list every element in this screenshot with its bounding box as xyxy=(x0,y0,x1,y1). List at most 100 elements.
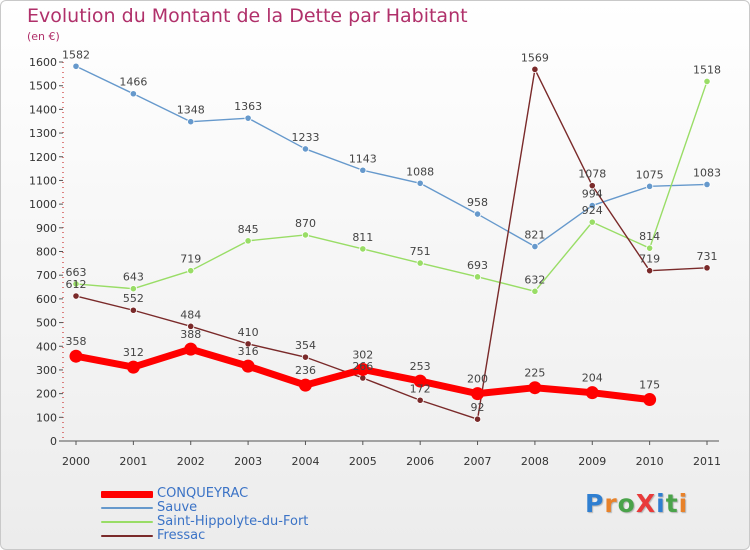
data-label: 302 xyxy=(352,348,373,361)
data-label: 388 xyxy=(180,328,201,341)
data-label: 845 xyxy=(238,223,259,236)
data-label: 253 xyxy=(410,360,431,373)
data-label: 410 xyxy=(238,326,259,339)
proxiti-logo: ProXiti xyxy=(585,489,689,518)
data-label: 1075 xyxy=(636,168,664,181)
y-tick-label: 800 xyxy=(36,246,57,259)
y-tick-label: 600 xyxy=(36,293,57,306)
data-point xyxy=(531,65,539,73)
data-point xyxy=(356,362,370,376)
data-point xyxy=(301,145,310,153)
data-point xyxy=(588,201,596,210)
data-point xyxy=(585,386,599,400)
data-label: 236 xyxy=(295,364,316,377)
x-tick-label: 2003 xyxy=(234,455,262,468)
legend-label: CONQUEYRAC xyxy=(157,486,249,501)
data-label: 731 xyxy=(697,250,718,263)
x-tick-label: 2002 xyxy=(177,455,205,468)
legend-swatch xyxy=(101,491,153,498)
y-tick-label: 1200 xyxy=(29,151,57,164)
data-point xyxy=(528,381,542,395)
data-point xyxy=(301,353,310,361)
unit-label: (en €) xyxy=(27,30,60,43)
data-label: 870 xyxy=(295,217,316,230)
y-tick-label: 200 xyxy=(36,388,57,401)
legend-item: Fressac xyxy=(101,528,361,543)
data-point xyxy=(72,280,80,288)
y-tick-label: 500 xyxy=(36,317,57,330)
data-point xyxy=(413,374,427,388)
data-point xyxy=(588,218,596,226)
y-tick-label: 1600 xyxy=(29,56,57,69)
y-tick-label: 700 xyxy=(36,269,57,282)
data-label: 1348 xyxy=(177,104,205,117)
data-point xyxy=(703,264,711,272)
x-tick-label: 2011 xyxy=(693,455,721,468)
data-point xyxy=(643,393,657,407)
data-label: 358 xyxy=(66,335,87,348)
x-tick-label: 2001 xyxy=(119,455,147,468)
data-label: 175 xyxy=(639,379,660,392)
data-point xyxy=(473,210,482,218)
data-point xyxy=(301,231,310,239)
x-tick-label: 2000 xyxy=(62,455,90,468)
data-point xyxy=(703,180,711,189)
data-label: 1143 xyxy=(349,152,377,165)
y-tick-label: 1000 xyxy=(29,198,57,211)
data-point xyxy=(187,322,195,330)
data-point xyxy=(244,114,252,122)
x-tick-label: 2005 xyxy=(349,455,377,468)
data-label: 92 xyxy=(471,401,485,414)
y-tick-label: 300 xyxy=(36,364,57,377)
data-label: 1083 xyxy=(693,166,721,179)
legend-item: Saint-Hippolyte-du-Fort xyxy=(101,514,361,529)
data-label: 1233 xyxy=(291,131,319,144)
series-line-fressac xyxy=(75,68,708,420)
data-point xyxy=(416,396,424,404)
data-point xyxy=(416,259,424,267)
x-tick-label: 2008 xyxy=(521,455,549,468)
x-tick-label: 2010 xyxy=(636,455,664,468)
data-point xyxy=(473,415,482,423)
legend-swatch xyxy=(101,507,153,509)
data-point xyxy=(471,387,485,401)
y-tick-label: 0 xyxy=(50,435,57,448)
data-label: 172 xyxy=(410,382,431,395)
data-label: 1569 xyxy=(521,51,549,64)
data-point xyxy=(129,306,137,314)
data-point xyxy=(244,340,252,348)
data-label: 1088 xyxy=(406,165,434,178)
y-tick-label: 1100 xyxy=(29,174,57,187)
axes: 0 100 200 300 400 500 600 700 800 900 1000 1100 1200… xyxy=(29,56,721,468)
legend-item: CONQUEYRAC xyxy=(101,486,361,501)
legend-label: Sauve xyxy=(157,500,198,515)
data-point xyxy=(187,267,195,275)
data-label: 811 xyxy=(352,231,373,244)
data-label: 316 xyxy=(238,345,259,358)
data-label: 204 xyxy=(582,372,603,385)
data-label: 719 xyxy=(180,253,201,266)
data-label: 924 xyxy=(582,204,603,217)
data-label: 632 xyxy=(524,273,545,286)
y-tick-label: 900 xyxy=(36,222,57,235)
data-label: 1582 xyxy=(62,48,90,61)
legend-label: Saint-Hippolyte-du-Fort xyxy=(157,514,309,529)
data-point xyxy=(588,182,596,190)
data-label: 552 xyxy=(123,292,144,305)
data-label: 312 xyxy=(123,346,144,359)
data-point xyxy=(703,77,711,86)
data-label: 1363 xyxy=(234,100,262,113)
x-tick-label: 2007 xyxy=(464,455,492,468)
data-point xyxy=(646,267,654,275)
x-tick-label: 2009 xyxy=(578,455,606,468)
data-point xyxy=(359,166,367,174)
data-point xyxy=(473,273,482,281)
x-tick-label: 2006 xyxy=(406,455,434,468)
data-point xyxy=(129,285,137,293)
data-point xyxy=(72,292,80,300)
data-label: 821 xyxy=(524,229,545,242)
series-line-sauve xyxy=(75,65,708,248)
data-label: 814 xyxy=(639,230,660,243)
